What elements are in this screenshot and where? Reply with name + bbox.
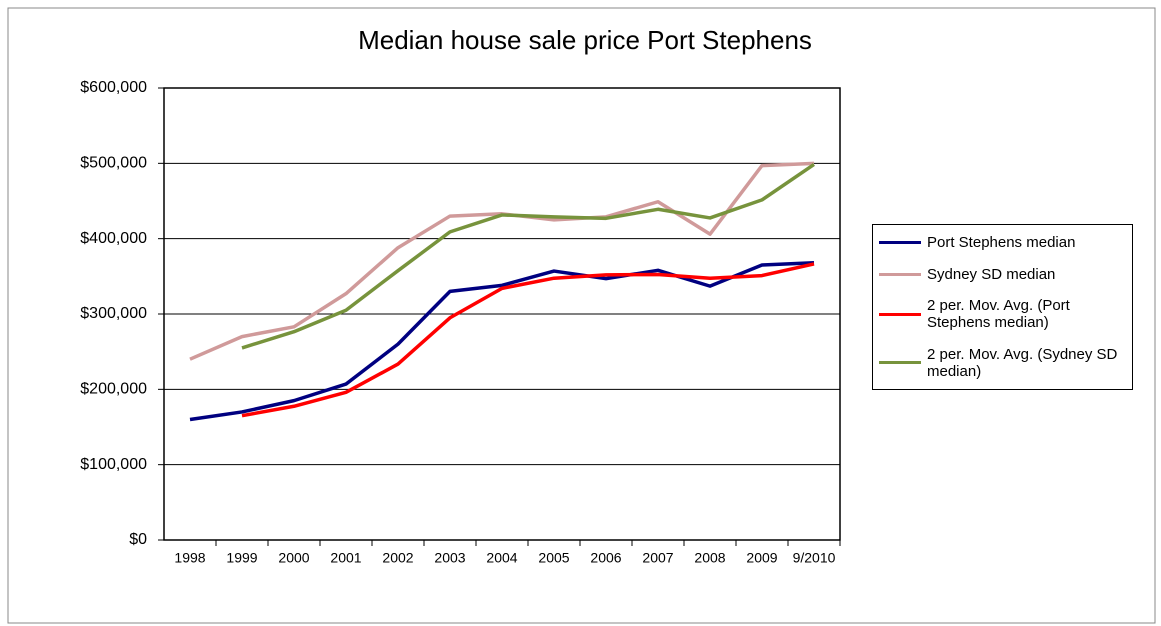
legend-item: 2 per. Mov. Avg. (Sydney SD median) [879,346,1126,380]
x-tick-label: 2005 [538,550,569,566]
legend-label: 2 per. Mov. Avg. (Port Stephens median) [927,297,1070,332]
legend-label: Port Stephens median [927,234,1076,252]
y-tick-label: $400,000 [80,230,147,247]
legend-item: 2 per. Mov. Avg. (Port Stephens median) [879,297,1126,331]
y-tick-label: $200,000 [80,381,147,398]
x-tick-label: 2002 [382,550,413,566]
x-tick-label: 2003 [434,550,465,566]
y-tick-label: $100,000 [80,456,147,473]
x-tick-label: 1999 [226,550,257,566]
series-line [189,261,815,422]
x-tick-label: 2009 [746,550,777,566]
legend-swatch [879,272,921,276]
x-tick-label: 2000 [278,550,309,566]
frame [7,7,1156,624]
legend-label: 2 per. Mov. Avg. (Sydney SD median) [927,345,1118,380]
series-line [189,161,815,361]
x-tick-label: 2006 [590,550,621,566]
y-tick-label: $600,000 [80,79,147,96]
x-tick-label: 2004 [486,550,517,566]
legend: Port Stephens median Sydney SD median 2 pe… [872,224,1133,390]
y-tick-label: $500,000 [80,155,147,172]
legend-item: Port Stephens median [879,234,1126,251]
x-tick-label: 9/2010 [793,550,836,566]
legend-item: Sydney SD median [879,266,1126,283]
legend-swatch [879,312,921,316]
x-tick-label: 2001 [330,550,361,566]
y-tick-label: $300,000 [80,305,147,322]
x-tick-label: 2008 [694,550,725,566]
legend-swatch [879,241,921,245]
x-tick-label: 2007 [642,550,673,566]
series-line [241,262,815,418]
chart-title: Median house sale price Port Stephens [358,25,812,55]
series-line [241,163,815,350]
plot-border [163,87,841,541]
legend-swatch [879,361,921,365]
y-tick-label: $0 [129,531,147,548]
legend-label: Sydney SD median [927,265,1056,283]
x-tick-label: 1998 [174,550,205,566]
